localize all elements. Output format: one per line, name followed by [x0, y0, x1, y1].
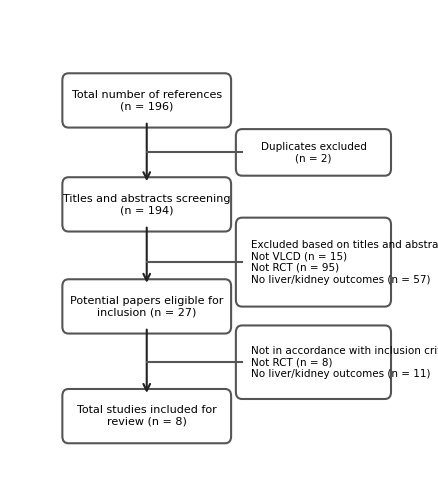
FancyBboxPatch shape	[235, 218, 390, 306]
Text: Duplicates excluded
(n = 2): Duplicates excluded (n = 2)	[260, 142, 366, 163]
Text: Potential papers eligible for
inclusion (n = 27): Potential papers eligible for inclusion …	[70, 296, 223, 317]
FancyBboxPatch shape	[62, 177, 230, 232]
Text: Total number of references
(n = 196): Total number of references (n = 196)	[71, 90, 221, 111]
Text: Not in accordance with inclusion criteria (n = 19)
Not RCT (n = 8)
No liver/kidn: Not in accordance with inclusion criteri…	[250, 346, 438, 379]
FancyBboxPatch shape	[62, 74, 230, 128]
FancyBboxPatch shape	[235, 326, 390, 399]
FancyBboxPatch shape	[62, 280, 230, 334]
Text: Excluded based on titles and abstracts
Not VLCD (n = 15)
Not RCT (n = 95)
No liv: Excluded based on titles and abstracts N…	[250, 240, 438, 284]
Text: Total studies included for
review (n = 8): Total studies included for review (n = 8…	[77, 406, 216, 427]
Text: Titles and abstracts screening
(n = 194): Titles and abstracts screening (n = 194)	[63, 194, 230, 215]
FancyBboxPatch shape	[235, 129, 390, 176]
FancyBboxPatch shape	[62, 389, 230, 444]
